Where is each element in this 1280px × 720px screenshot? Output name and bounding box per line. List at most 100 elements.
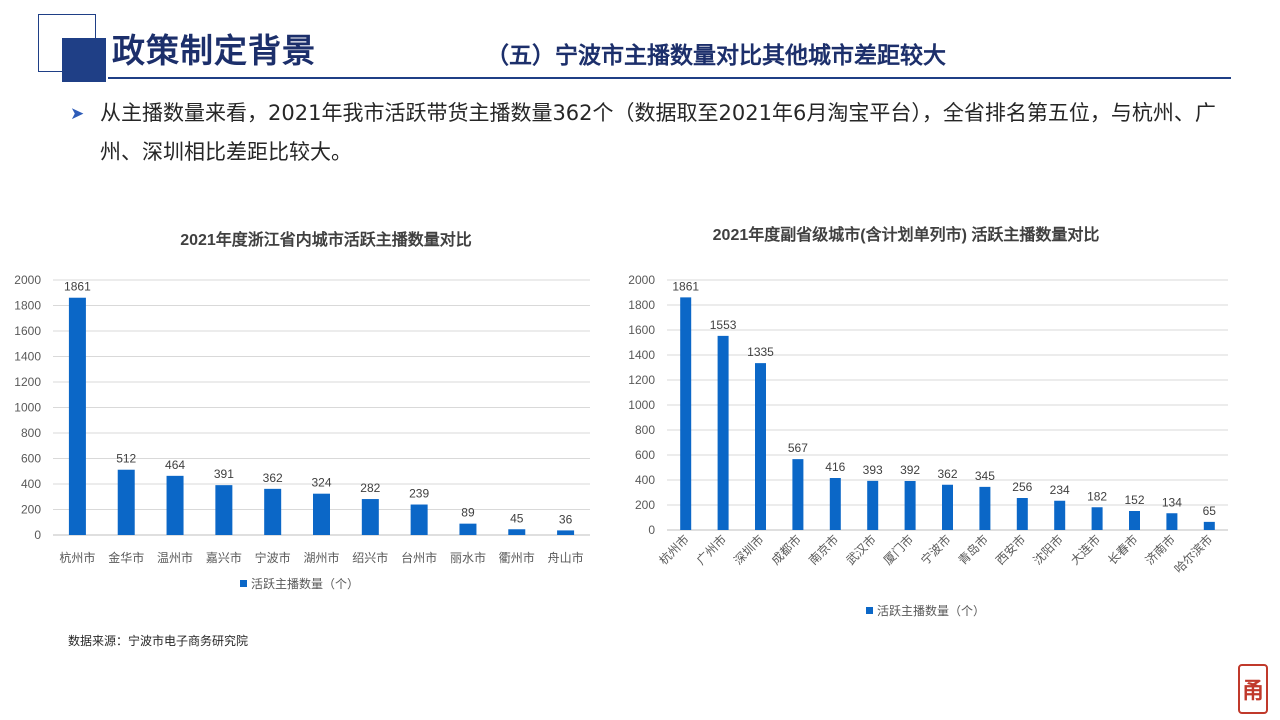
y-tick-label: 0 [34,528,41,542]
data-label: 134 [1162,495,1182,509]
y-tick-label: 0 [648,523,655,537]
y-tick-label: 800 [21,426,41,440]
x-tick-label: 西安市 [992,532,1028,568]
data-label: 512 [116,452,136,466]
y-tick-label: 1400 [628,348,655,362]
bar [117,469,135,535]
bar [459,523,477,535]
y-tick-label: 1600 [14,324,41,338]
bar [792,459,804,530]
page-subtitle: （五）宁波市主播数量对比其他城市差距较大 [486,43,946,69]
title-decoration-block [62,38,106,82]
y-tick-label: 800 [635,423,655,437]
x-tick-label: 青岛市 [955,532,991,568]
data-label: 65 [1203,504,1217,518]
x-tick-label: 济南市 [1142,532,1178,568]
bar [680,297,692,530]
y-tick-label: 600 [21,452,41,466]
data-label: 345 [975,469,995,483]
bar [1166,513,1178,530]
y-tick-label: 200 [21,503,41,517]
y-tick-label: 1400 [14,350,41,364]
x-tick-label: 沈阳市 [1030,532,1066,568]
bar [1129,511,1140,530]
bar [313,493,330,535]
data-label: 282 [360,481,380,495]
data-label: 324 [311,476,331,490]
chart-title: 2021年度浙江省内城市活跃主播数量对比 [180,230,472,249]
x-tick-label: 湖州市 [303,550,339,565]
x-tick-label: 广州市 [693,532,729,568]
title-divider [108,77,1231,79]
data-label: 152 [1124,493,1144,507]
page-title: 政策制定背景 [112,31,316,70]
x-tick-label: 金华市 [108,550,144,565]
data-label: 256 [1012,480,1032,494]
y-tick-label: 1800 [14,299,41,313]
y-tick-label: 1000 [628,398,655,412]
y-tick-label: 1800 [628,298,655,312]
bar [755,363,766,530]
bar [508,529,526,535]
x-tick-label: 温州市 [157,550,193,565]
x-tick-label: 杭州市 [59,550,95,565]
data-label: 1861 [64,280,91,294]
bar [264,488,282,535]
x-tick-label: 长春市 [1105,532,1141,568]
data-label: 567 [788,441,808,455]
data-label: 36 [559,512,573,526]
x-tick-label: 绍兴市 [352,550,388,565]
bar [68,297,86,535]
x-tick-label: 杭州市 [656,532,692,568]
seal-text: 甬 [1241,679,1264,704]
data-label: 362 [937,467,957,481]
seal-logo: 甬 [1238,664,1268,714]
bar [410,504,428,535]
bar [361,499,379,535]
y-tick-label: 1200 [14,375,41,389]
data-label: 464 [165,458,185,472]
data-label: 45 [510,511,524,525]
bar [942,484,953,530]
legend-label: 活跃主播数量（个） [251,576,359,591]
bar [1054,500,1066,530]
x-tick-label: 成都市 [768,532,804,568]
x-tick-label: 宁波市 [255,550,291,565]
bar [829,478,841,530]
x-tick-label: 南京市 [805,532,841,568]
bar [904,481,916,530]
x-tick-label: 宁波市 [918,532,954,568]
data-label: 392 [900,463,920,477]
legend-swatch [240,580,247,587]
data-label: 393 [863,463,883,477]
y-tick-label: 600 [635,448,655,462]
x-tick-label: 丽水市 [450,550,486,565]
data-label: 362 [263,471,283,485]
bar [166,475,184,535]
x-tick-label: 哈尔滨市 [1171,532,1216,577]
x-tick-label: 舟山市 [548,550,584,565]
data-label: 1861 [672,279,699,293]
bar [867,480,879,530]
data-label: 1553 [710,318,737,332]
bullet-text: 从主播数量来看，2021年我市活跃带货主播数量362个（数据取至2021年6月淘… [100,101,1216,164]
x-tick-label: 衢州市 [499,550,535,565]
bar [557,530,575,535]
y-tick-label: 1600 [628,323,655,337]
x-tick-label: 厦门市 [880,532,916,568]
y-tick-label: 1000 [14,401,41,415]
legend-swatch [866,607,873,614]
data-label: 89 [461,506,475,520]
legend-label: 活跃主播数量（个） [877,603,985,618]
y-tick-label: 200 [635,498,655,512]
triangle-arrow-icon: ➤ [70,104,85,124]
y-tick-label: 400 [635,473,655,487]
data-label: 234 [1050,483,1070,497]
bar [215,485,233,535]
data-label: 391 [214,467,234,481]
x-tick-label: 大连市 [1067,532,1103,568]
data-label: 182 [1087,489,1107,503]
chart-title: 2021年度副省级城市(含计划单列市) 活跃主播数量对比 [713,225,1100,244]
bar [717,335,729,530]
